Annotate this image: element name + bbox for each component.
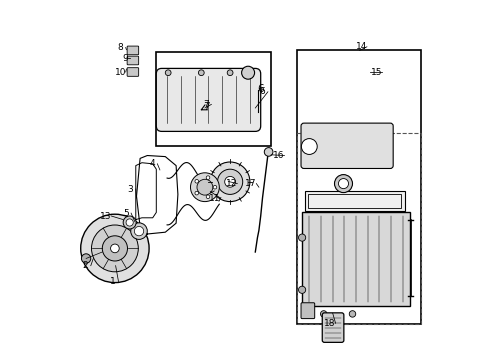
Circle shape: [298, 286, 305, 293]
FancyBboxPatch shape: [127, 68, 139, 76]
Circle shape: [320, 311, 326, 317]
Circle shape: [213, 185, 216, 189]
Circle shape: [241, 66, 254, 79]
Circle shape: [334, 175, 352, 193]
Circle shape: [348, 311, 355, 317]
Text: 14: 14: [355, 42, 366, 51]
Circle shape: [206, 195, 209, 199]
Text: 18: 18: [324, 319, 335, 328]
Circle shape: [195, 191, 198, 195]
Circle shape: [91, 225, 138, 272]
Text: 13: 13: [100, 212, 111, 220]
Text: 9: 9: [122, 54, 127, 63]
Text: 10: 10: [114, 68, 126, 77]
Circle shape: [217, 169, 242, 194]
Circle shape: [110, 244, 119, 253]
FancyBboxPatch shape: [127, 46, 139, 55]
Circle shape: [130, 223, 147, 239]
Text: 6: 6: [257, 84, 264, 94]
Bar: [296, 133, 420, 324]
Circle shape: [134, 226, 143, 236]
Bar: [305, 191, 404, 211]
Circle shape: [198, 70, 204, 76]
Circle shape: [334, 314, 341, 321]
Circle shape: [123, 216, 136, 229]
Text: 11: 11: [209, 194, 220, 202]
FancyBboxPatch shape: [322, 313, 343, 342]
Text: 1: 1: [110, 277, 116, 286]
Text: 8: 8: [117, 43, 123, 52]
Circle shape: [224, 176, 235, 187]
FancyBboxPatch shape: [127, 56, 139, 65]
Circle shape: [338, 179, 348, 189]
Text: 7: 7: [203, 102, 209, 112]
Text: 3: 3: [127, 185, 133, 194]
FancyBboxPatch shape: [301, 303, 314, 319]
Text: 4: 4: [149, 159, 155, 168]
Text: 7: 7: [203, 100, 208, 109]
Text: 5: 5: [122, 209, 128, 217]
Bar: [307, 194, 401, 208]
Circle shape: [210, 162, 249, 202]
Circle shape: [81, 254, 91, 263]
Text: 17: 17: [244, 179, 256, 188]
Circle shape: [197, 179, 212, 195]
Text: 16: 16: [273, 151, 284, 160]
Circle shape: [190, 173, 219, 202]
FancyBboxPatch shape: [301, 123, 392, 168]
Circle shape: [298, 234, 305, 241]
Circle shape: [206, 176, 209, 179]
FancyBboxPatch shape: [156, 68, 260, 131]
Bar: [296, 50, 420, 324]
Text: 6: 6: [259, 87, 265, 96]
Circle shape: [102, 236, 127, 261]
Bar: [156, 52, 271, 146]
Circle shape: [195, 180, 198, 183]
Text: 15: 15: [370, 68, 382, 77]
Circle shape: [81, 214, 149, 283]
Circle shape: [301, 139, 317, 154]
Circle shape: [227, 70, 232, 76]
Text: 2: 2: [82, 261, 88, 270]
FancyBboxPatch shape: [302, 212, 409, 306]
Circle shape: [165, 70, 171, 76]
Circle shape: [126, 219, 133, 226]
Text: 12: 12: [226, 179, 237, 188]
Circle shape: [264, 148, 272, 156]
